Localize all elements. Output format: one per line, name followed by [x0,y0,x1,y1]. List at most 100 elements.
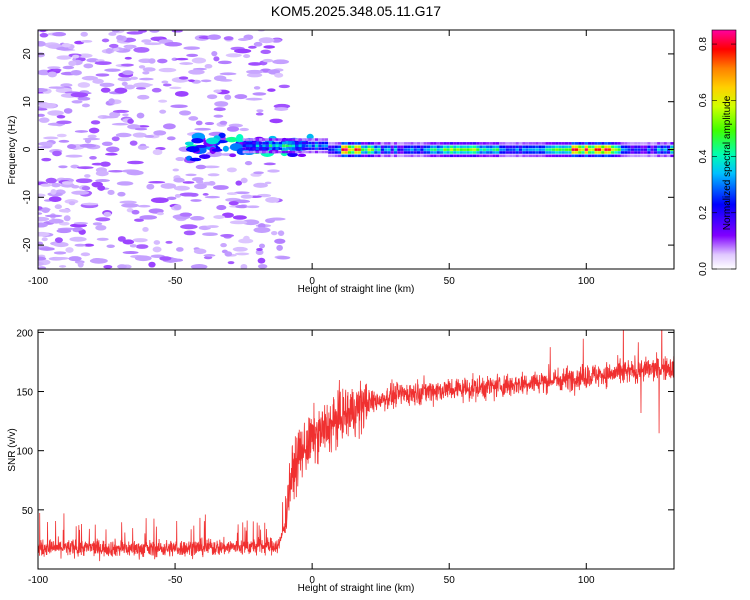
spectrogram-band-cell [663,145,667,149]
spectrogram-noise-cell [269,118,283,124]
spectrogram-band-cell [528,148,533,151]
spectrogram-noise-cell [224,251,233,257]
spectrogram-band-cell [291,150,296,154]
spectrogram-band-cell [324,144,329,148]
spectrogram-noise-cell [83,63,94,69]
spectrogram-band-cell [305,144,309,148]
spectrogram-noise-cell [206,225,219,228]
spectrogram-band-cell [321,138,325,141]
spectrogram-band-cell [393,151,398,154]
spectrogram-band-cell [344,142,348,145]
spectrogram-band-cell [555,154,559,158]
spectrogram-band-cell [410,154,414,158]
spectrogram-band-cell [637,151,641,154]
spectrogram-noise-cell [188,69,205,75]
spectrogram-band-cell [426,145,431,149]
spectrogram-noise-cell [172,168,180,172]
spectrogram-noise-cell [260,49,271,55]
spectrogram-noise-cell [38,146,51,149]
spectrogram-band-cell [466,142,470,145]
spectrogram-y-axis-label: Frequency (Hz) [7,116,18,185]
spectrogram-band-cell [413,154,417,158]
spectrogram-noise-cell [223,36,234,41]
spectrogram-noise-cell [108,43,119,49]
spectrogram-noise-cell [186,53,199,57]
snr-x-tick-label: 50 [444,575,456,586]
spectrogram-noise-cell [246,205,260,209]
spectrogram-noise-cell [67,144,77,149]
spectrogram-band-cell [268,150,273,154]
spectrogram-signal-cell [195,144,207,148]
spectrogram-noise-cell [101,38,110,43]
spectrogram-band-cell [551,148,556,151]
spectrogram-band-cell [331,145,335,149]
spectrogram-noise-cell [47,66,61,70]
spectrogram-band-cell [525,145,529,149]
spectrogram-noise-cell [95,73,110,77]
spectrogram-band-cell [278,141,282,145]
spectrogram-noise-cell [135,244,149,249]
spectrogram-noise-cell [204,195,221,199]
spectrogram-noise-cell [129,244,138,248]
spectrogram-noise-cell [38,216,50,222]
spectrogram-band-cell [334,151,338,154]
spectrogram-band-cell [509,151,513,154]
spectrogram-band-cell [630,145,634,149]
spectrogram-band-cell [551,145,556,149]
spectrogram-x-tick-label: -100 [28,276,48,287]
spectrogram-noise-cell [253,86,261,90]
spectrogram-band-cell [624,142,628,145]
spectrogram-noise-cell [121,81,128,86]
spectrogram-band-cell [387,154,391,158]
spectrogram-band-cell [370,151,375,154]
spectrogram-band-cell [347,148,352,151]
spectrogram-band-cell [643,148,648,151]
spectrogram-noise-cell [235,204,249,209]
spectrogram-band-cell [466,148,470,151]
spectrogram-signal-cell [186,146,200,153]
spectrogram-band-cell [262,144,266,148]
spectrogram-band-cell [515,151,519,154]
spectrogram-noise-cell [71,54,80,59]
spectrogram-band-cell [666,151,671,154]
snr-y-tick-label: 50 [22,506,34,517]
spectrogram-noise-cell [153,130,167,136]
spectrogram-noise-cell [136,112,145,119]
spectrogram-band-cell [594,154,598,158]
spectrogram-band-cell [545,148,549,151]
spectrogram-band-cell [469,148,473,151]
spectrogram-band-cell [298,138,302,141]
spectrogram-noise-cell [264,181,272,185]
spectrogram-noise-cell [240,263,248,269]
spectrogram-y-tick-label: 0 [22,146,33,152]
spectrogram-band-cell [453,151,457,154]
spectrogram-band-cell [324,141,329,145]
spectrogram-band-cell [443,154,447,158]
spectrogram-band-cell [288,138,292,141]
spectrogram-band-cell [278,138,282,141]
spectrogram-band-cell [341,145,345,149]
spectrogram-noise-cell [115,132,132,138]
spectrogram-band-cell [469,142,473,145]
spectrogram-band-cell [380,151,384,154]
snr-frame [37,329,675,570]
spectrogram-noise-cell [99,82,115,88]
spectrogram-band-cell [387,142,391,145]
spectrogram-band-cell [393,142,398,145]
spectrogram-band-cell [384,148,388,151]
spectrogram-band-cell [558,148,562,151]
spectrogram-band-cell [463,151,467,154]
spectrogram-band-cell [291,141,296,145]
spectrogram-band-cell [518,154,523,158]
spectrogram-band-cell [489,151,493,154]
spectrogram-noise-cell [157,58,168,64]
spectrogram-noise-cell [220,234,235,238]
spectrogram-band-cell [532,154,536,158]
spectrogram-noise-cell [217,60,232,65]
spectrogram-band-cell [522,145,526,149]
spectrogram-band-cell [571,142,575,145]
spectrogram-band-cell [476,145,480,149]
spectrogram-band-cell [538,151,542,154]
spectrogram-band-cell [476,151,480,154]
